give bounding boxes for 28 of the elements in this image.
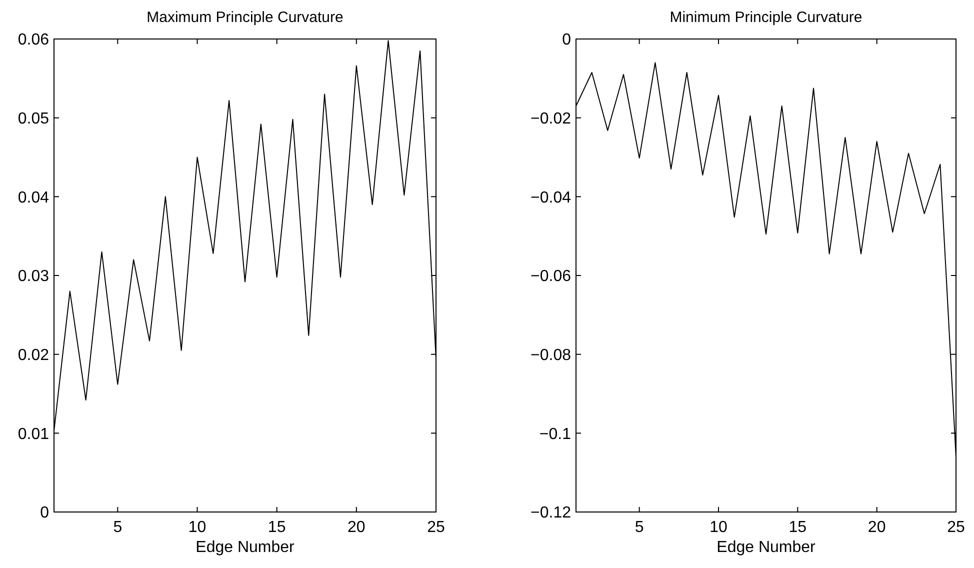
y-tick-label: 0.03 [18,268,50,286]
x-tick-label: 5 [113,519,122,536]
y-tick-label: 0 [40,504,50,522]
y-tick-label: −0.04 [530,189,572,206]
y-tick-label: −0.1 [539,426,572,443]
x-tick-label: 20 [348,519,366,536]
y-tick-label: −0.08 [530,346,572,364]
x-tick-label: 20 [868,519,886,536]
x-axis-title: Edge Number [716,539,816,556]
y-tick-label: 0.01 [18,426,50,443]
x-tick-label: 10 [188,519,206,536]
x-tick-label: 25 [947,519,965,536]
x-tick-label: 25 [427,519,445,536]
y-tick-label: 0 [562,32,572,49]
y-tick-label: 0.02 [18,346,50,364]
y-tick-label: 0.05 [18,110,50,128]
x-tick-label: 15 [268,519,286,536]
x-axis-title: Edge Number [196,539,296,556]
chart-title: Maximum Principle Curvature [146,9,344,26]
y-tick-label: −0.06 [530,268,572,286]
y-tick-label: −0.02 [530,110,572,128]
y-tick-label: 0.06 [18,32,50,49]
x-tick-label: 5 [634,519,644,536]
y-tick-label: 0.04 [18,189,50,206]
x-tick-label: 10 [710,519,728,536]
x-tick-label: 15 [788,519,807,536]
y-tick-label: −0.12 [530,504,572,522]
chart-title: Minimum Principle Curvature [670,9,862,26]
